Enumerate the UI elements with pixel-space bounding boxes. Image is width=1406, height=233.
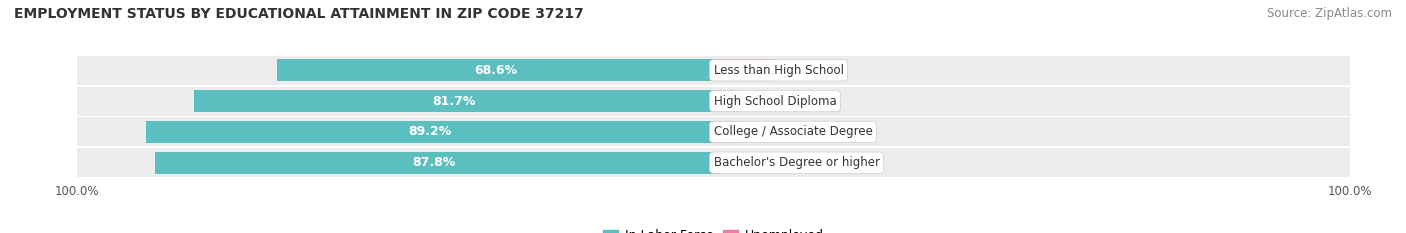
Text: Bachelor's Degree or higher: Bachelor's Degree or higher <box>714 156 880 169</box>
Text: 4.0%: 4.0% <box>748 95 780 108</box>
Legend: In Labor Force, Unemployed: In Labor Force, Unemployed <box>599 224 828 233</box>
Text: 1.2%: 1.2% <box>731 156 762 169</box>
Bar <box>194 90 714 112</box>
Text: College / Associate Degree: College / Associate Degree <box>714 125 872 138</box>
Text: 87.8%: 87.8% <box>412 156 456 169</box>
Text: Source: ZipAtlas.com: Source: ZipAtlas.com <box>1267 7 1392 20</box>
Text: 4.2%: 4.2% <box>749 125 782 138</box>
Text: High School Diploma: High School Diploma <box>714 95 837 108</box>
Bar <box>714 59 775 81</box>
Text: 89.2%: 89.2% <box>408 125 451 138</box>
Bar <box>77 87 1350 116</box>
Text: 68.6%: 68.6% <box>474 64 517 77</box>
Bar <box>77 56 1350 85</box>
Bar <box>714 152 721 174</box>
Bar <box>714 90 740 112</box>
Bar <box>77 117 1350 146</box>
Text: 81.7%: 81.7% <box>432 95 475 108</box>
Text: 9.6%: 9.6% <box>785 64 815 77</box>
Bar <box>714 121 741 143</box>
Text: Less than High School: Less than High School <box>714 64 844 77</box>
Bar <box>277 59 714 81</box>
Text: EMPLOYMENT STATUS BY EDUCATIONAL ATTAINMENT IN ZIP CODE 37217: EMPLOYMENT STATUS BY EDUCATIONAL ATTAINM… <box>14 7 583 21</box>
Bar <box>155 152 714 174</box>
Bar <box>77 148 1350 177</box>
Bar <box>146 121 714 143</box>
